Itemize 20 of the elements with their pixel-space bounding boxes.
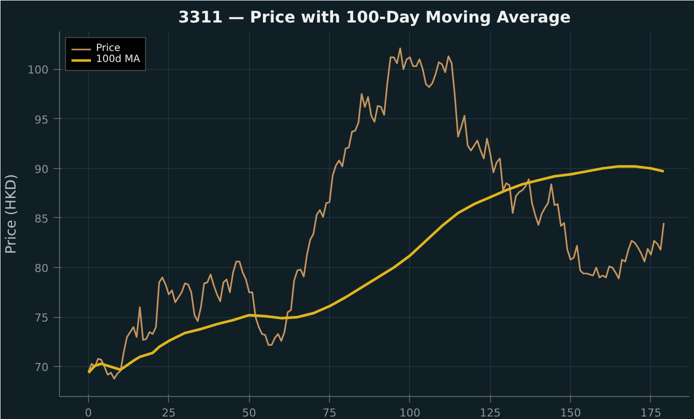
x-tick-label: 0 xyxy=(84,406,92,419)
x-tick-label: 25 xyxy=(162,406,176,419)
x-tick-label: 150 xyxy=(560,406,582,419)
x-tick-label: 75 xyxy=(322,406,336,419)
y-axis-title: Price (HKD) xyxy=(4,174,20,254)
y-tick-label: 95 xyxy=(34,113,49,126)
y-tick-label: 75 xyxy=(34,312,49,325)
y-tick-label: 80 xyxy=(34,262,49,276)
y-tick-label: 70 xyxy=(34,361,49,374)
x-tick-label: 50 xyxy=(242,406,256,419)
x-tick-label: 100 xyxy=(399,406,420,419)
line-series xyxy=(87,165,666,374)
legend-label: 100d MA xyxy=(96,54,140,65)
y-tick-label: 85 xyxy=(34,212,49,226)
x-tick-label: 125 xyxy=(480,406,501,419)
y-tick-label: 100 xyxy=(28,64,49,77)
y-tick-label: 90 xyxy=(34,162,49,176)
x-tick-label: 175 xyxy=(640,406,662,419)
legend-label: Price xyxy=(96,43,120,54)
chart-title: 3311 — Price with 100-Day Moving Average xyxy=(178,8,571,26)
